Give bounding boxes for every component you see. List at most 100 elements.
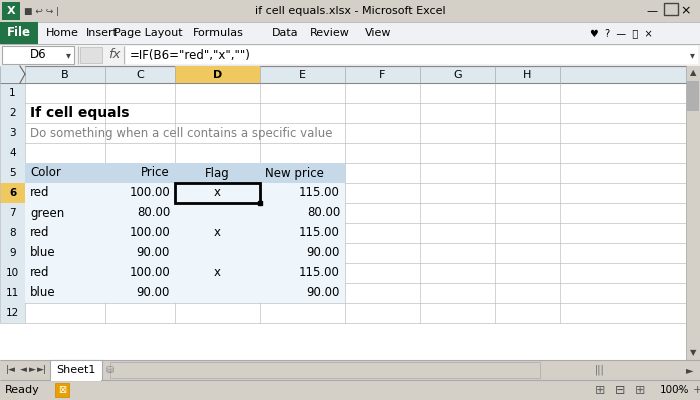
Text: 5: 5 — [9, 168, 16, 178]
Bar — [0, 303, 25, 323]
Text: 100.00: 100.00 — [130, 266, 170, 280]
Text: File: File — [7, 26, 31, 40]
Bar — [0, 163, 25, 183]
Bar — [25, 243, 105, 263]
Text: 115.00: 115.00 — [299, 226, 340, 240]
Bar — [0, 143, 25, 163]
Text: ⊞: ⊞ — [635, 384, 645, 396]
Bar — [0, 66, 25, 83]
Bar — [0, 283, 25, 303]
Bar — [175, 243, 260, 263]
Bar — [0, 22, 38, 44]
Bar — [25, 183, 105, 203]
Bar — [105, 223, 175, 243]
Text: 4: 4 — [9, 148, 16, 158]
Text: ⊟: ⊟ — [615, 384, 625, 396]
Bar — [0, 203, 25, 223]
Text: New price: New price — [265, 166, 324, 180]
Bar — [105, 243, 175, 263]
Text: 90.00: 90.00 — [307, 246, 340, 260]
Bar — [260, 243, 345, 263]
Text: Color: Color — [30, 166, 61, 180]
Text: |||: ||| — [595, 365, 605, 375]
Text: 90.00: 90.00 — [136, 246, 170, 260]
Text: =IF(B6="red","x",""): =IF(B6="red","x","") — [130, 48, 251, 62]
Text: 2: 2 — [9, 108, 16, 118]
Text: fx: fx — [108, 48, 120, 62]
Text: B: B — [61, 70, 69, 80]
Text: ▼: ▼ — [690, 348, 696, 358]
Text: 12: 12 — [6, 308, 19, 318]
Text: ⛁: ⛁ — [106, 365, 114, 375]
Bar — [664, 3, 678, 15]
Text: x: x — [214, 226, 221, 240]
Bar — [25, 223, 105, 243]
Bar — [105, 263, 175, 283]
Bar — [50, 360, 102, 380]
Bar — [175, 183, 260, 203]
Text: Page Layout: Page Layout — [113, 28, 182, 38]
Text: ■ ↩ ↪ |: ■ ↩ ↪ | — [24, 6, 59, 16]
Bar — [0, 44, 700, 66]
Text: red: red — [30, 266, 50, 280]
Text: +: + — [692, 385, 700, 395]
Text: H: H — [524, 70, 532, 80]
Bar — [260, 183, 345, 203]
Bar — [0, 0, 700, 22]
Text: 115.00: 115.00 — [299, 186, 340, 200]
Text: ▲: ▲ — [690, 68, 696, 78]
Text: if cell equals.xlsx - Microsoft Excel: if cell equals.xlsx - Microsoft Excel — [255, 6, 445, 16]
Bar — [0, 243, 25, 263]
Text: x: x — [214, 266, 221, 280]
Bar — [0, 263, 25, 283]
Bar — [0, 83, 25, 103]
Bar — [0, 66, 686, 360]
Bar — [0, 103, 25, 123]
Text: 100%: 100% — [660, 385, 689, 395]
Bar — [126, 46, 698, 64]
Text: Flag: Flag — [205, 166, 230, 180]
Text: Ready: Ready — [5, 385, 40, 395]
Text: E: E — [299, 70, 306, 80]
Text: Price: Price — [141, 166, 170, 180]
Bar — [2, 2, 20, 20]
Text: 7: 7 — [9, 208, 16, 218]
Bar — [260, 283, 345, 303]
Bar — [0, 183, 25, 203]
Bar — [260, 223, 345, 243]
Bar — [105, 163, 175, 183]
Text: −: − — [676, 385, 685, 395]
Text: D6: D6 — [29, 48, 46, 62]
Text: ⊠: ⊠ — [58, 385, 66, 395]
Bar — [110, 362, 540, 378]
Text: ►: ► — [686, 365, 694, 375]
Text: Sheet1: Sheet1 — [56, 365, 96, 375]
Text: x: x — [214, 186, 221, 200]
Bar — [0, 380, 700, 400]
Text: 100.00: 100.00 — [130, 186, 170, 200]
Bar — [175, 163, 260, 183]
Bar — [25, 203, 105, 223]
Bar — [687, 81, 699, 111]
Bar — [686, 66, 700, 360]
Bar — [105, 183, 175, 203]
Text: ►|: ►| — [37, 366, 47, 374]
Text: 10: 10 — [6, 268, 19, 278]
Text: 100.00: 100.00 — [130, 226, 170, 240]
Bar — [0, 123, 25, 143]
Text: blue: blue — [30, 286, 55, 300]
Bar — [260, 263, 345, 283]
Text: ▾: ▾ — [690, 50, 694, 60]
Text: 80.00: 80.00 — [136, 206, 170, 220]
Text: C: C — [136, 70, 144, 80]
Text: ►: ► — [29, 366, 36, 374]
Text: Review: Review — [310, 28, 350, 38]
Bar — [25, 283, 105, 303]
Text: Home: Home — [46, 28, 78, 38]
Bar — [105, 203, 175, 223]
Bar — [25, 263, 105, 283]
Bar — [175, 203, 260, 223]
Text: —: — — [646, 6, 657, 16]
Text: View: View — [365, 28, 391, 38]
Text: F: F — [379, 70, 386, 80]
